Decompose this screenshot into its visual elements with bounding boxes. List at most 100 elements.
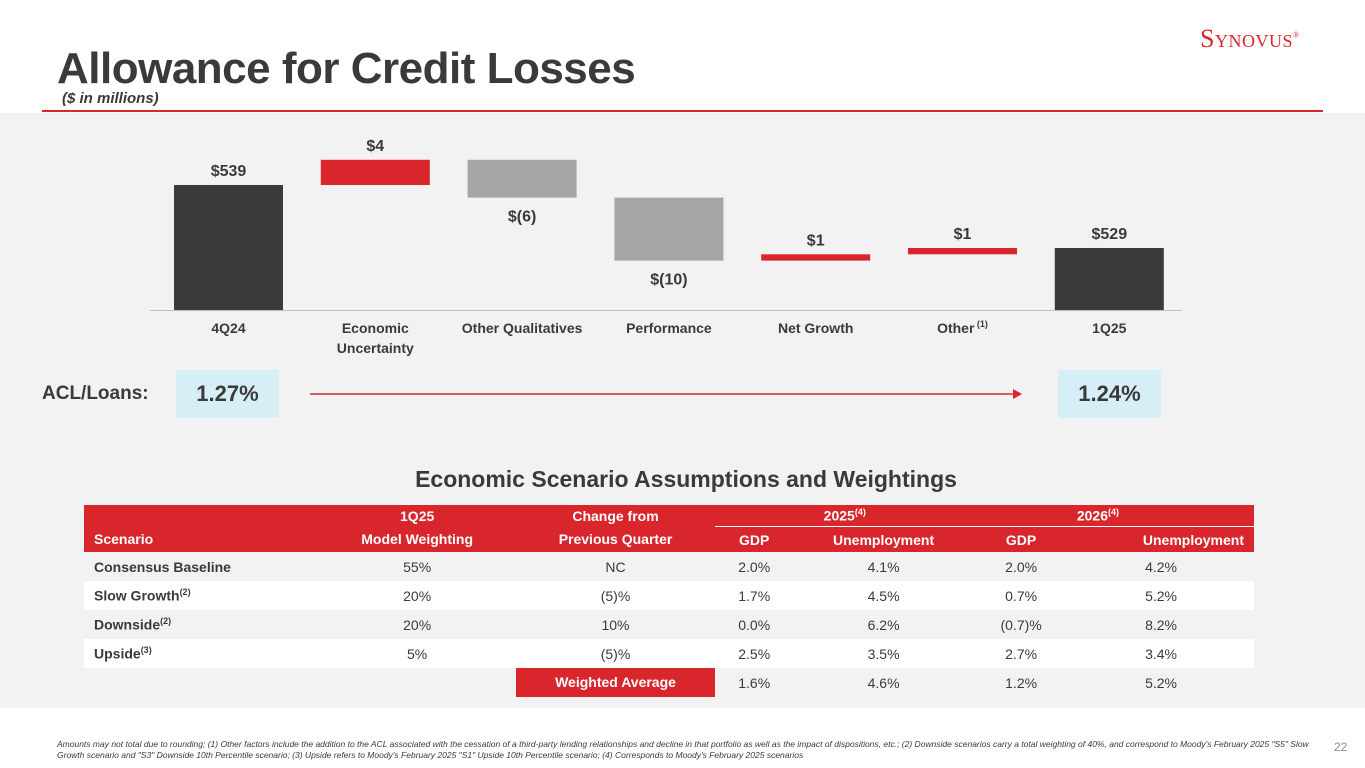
category-label: Net Growth (778, 320, 853, 336)
header-unemployment-2025: Unemployment (793, 526, 975, 552)
header-change-bottom: Previous Quarter (515, 526, 716, 552)
weighted-average-cell: Weighted Average (515, 668, 716, 697)
cell-gdp-2026: 2.0% (1005, 558, 1038, 575)
header-2026: 2026(4) (974, 505, 1254, 527)
data-label: $529 (1092, 226, 1128, 243)
cell-weight: 20% (403, 616, 432, 633)
category-label: 1Q25 (1092, 320, 1126, 336)
category-label: Economic (342, 320, 409, 336)
scenario-table: 1Q25 Change from 2025(4) 2026(4) Scenari… (84, 505, 1254, 697)
bar-1q25 (1054, 248, 1164, 310)
bar-net-growth (761, 254, 871, 261)
data-label: $539 (211, 163, 247, 180)
acl-arrow-icon (310, 389, 1022, 399)
header-2025: 2025(4) (715, 505, 975, 527)
header-blank (84, 505, 319, 527)
scenario-name: Upside(3) (84, 639, 319, 668)
table-row: Slow Growth(2) 20% (5)% 1.7% 4.5% 0.7% 5… (84, 581, 1254, 610)
page-number: 22 (1334, 740, 1348, 754)
header-gdp-2026: GDP (974, 526, 1069, 552)
bar-other-qualitatives (467, 159, 577, 198)
weighted-average-row: Weighted Average 1.6% 4.6% 1.2% 5.2% (84, 668, 1254, 697)
cell-unemployment-2025: 4.6% (867, 674, 900, 691)
scenario-note: (3) (140, 645, 152, 656)
logo-wordmark: Synovus (1200, 24, 1293, 53)
scenario-label: Consensus Baseline (94, 558, 231, 575)
cell-unemployment-2026: 3.4% (1068, 639, 1254, 668)
cell-gdp-2026: 0.7% (974, 581, 1069, 610)
cell-weight: 20% (318, 581, 516, 610)
data-label: $1 (954, 226, 972, 243)
cell-gdp-2025: 2.5% (715, 639, 794, 668)
title-rule (42, 110, 1323, 112)
cell-gdp-2025: 2.0% (738, 558, 771, 575)
category-label: Performance (626, 320, 712, 336)
cell-gdp-2025: 1.6% (738, 674, 771, 691)
cell-gdp-2026: 1.2% (1005, 674, 1038, 691)
bar-4q24 (174, 185, 283, 310)
waterfall-chart: $539 $4 $(6) $(10) $1 $1 $529 4Q24 Economic Unce… (150, 138, 1182, 356)
scenario-section-title: Economic Scenario Assumptions and Weight… (415, 466, 957, 492)
scenario-name: Downside(2) (84, 610, 319, 639)
table-row: Downside(2) 20% 10% 0.0% 6.2% (0.7)% 8.2… (84, 610, 1254, 639)
data-label: $(10) (650, 272, 687, 289)
header-weighting-top: 1Q25 (318, 505, 516, 527)
scenario-note: (2) (160, 616, 172, 627)
header-2026-label: 2026 (1076, 507, 1108, 524)
cell-gdp-2025: 0.0% (738, 616, 771, 633)
table-row: Consensus Baseline 55% NC 2.0% 4.1% 2.0%… (84, 552, 1254, 581)
cell-gdp-2026: 2.7% (974, 639, 1069, 668)
scenario-name: Consensus Baseline (84, 552, 319, 581)
acl-start-badge: 1.27% (176, 370, 279, 418)
header-scenario: Scenario (84, 526, 319, 552)
cell-unemployment-2026: 4.2% (1145, 558, 1177, 575)
header-change-top: Change from (515, 505, 716, 527)
cell-unemployment-2026: 8.2% (1145, 616, 1177, 633)
cell-unemployment-2025: 6.2% (867, 616, 900, 633)
cell-weight: 55% (403, 558, 432, 575)
cell-gdp-2025: 1.7% (715, 581, 794, 610)
registered-mark-icon: ® (1292, 30, 1300, 40)
cell-weight: 5% (318, 639, 516, 668)
header-2025-label: 2025 (823, 507, 855, 524)
cell-unemployment-2025: 3.5% (793, 639, 975, 668)
header-2026-note: (4) (1108, 507, 1119, 518)
scenario-label: Slow Growth (94, 587, 180, 604)
cell-change: 10% (601, 616, 630, 633)
category-label: Uncertainty (337, 340, 414, 356)
cell-change: (5)% (515, 581, 716, 610)
weighted-blank (319, 668, 516, 697)
bar-other (908, 248, 1017, 255)
data-label: $4 (366, 138, 384, 155)
table-header-row: 1Q25 Change from 2025(4) 2026(4) (84, 505, 1254, 527)
weighted-average-label: Weighted Average (515, 668, 716, 697)
table-row: Upside(3) 5% (5)% 2.5% 3.5% 2.7% 3.4% (84, 639, 1254, 668)
data-label: $(6) (508, 209, 536, 226)
acl-end-badge: 1.24% (1058, 370, 1161, 418)
cell-gdp-2026: (0.7)% (1000, 616, 1042, 633)
header-2025-note: (4) (854, 507, 866, 518)
scenario-name: Slow Growth(2) (84, 581, 319, 610)
cell-unemployment-2026: 5.2% (1145, 674, 1177, 691)
synovus-logo: Synovus® (1200, 24, 1300, 54)
scenario-label: Upside (94, 645, 141, 662)
bar-performance (614, 197, 724, 261)
category-label: Other Qualitatives (462, 320, 583, 336)
table-subheader-row: Scenario Model Weighting Previous Quarte… (84, 526, 1254, 552)
cell-unemployment-2025: 4.1% (867, 558, 900, 575)
category-label: 4Q24 (211, 320, 245, 336)
bar-economic-uncertainty (320, 159, 430, 185)
acl-loans-label: ACL/Loans: (42, 383, 149, 404)
page-title: Allowance for Credit Losses (57, 44, 636, 93)
footnote: Amounts may not total due to rounding; (… (57, 739, 1309, 760)
scenario-label: Downside (94, 616, 161, 633)
category-note: (1) (974, 319, 988, 329)
scenario-note: (2) (179, 587, 191, 598)
cell-change: NC (605, 558, 626, 575)
cell-unemployment-2026: 5.2% (1068, 581, 1254, 610)
category-label: Other (1) (937, 319, 988, 336)
weighted-blank (84, 668, 319, 697)
cell-unemployment-2025: 4.5% (793, 581, 975, 610)
header-gdp-2025: GDP (715, 526, 794, 552)
header-unemployment-2026: Unemployment (1068, 526, 1254, 552)
